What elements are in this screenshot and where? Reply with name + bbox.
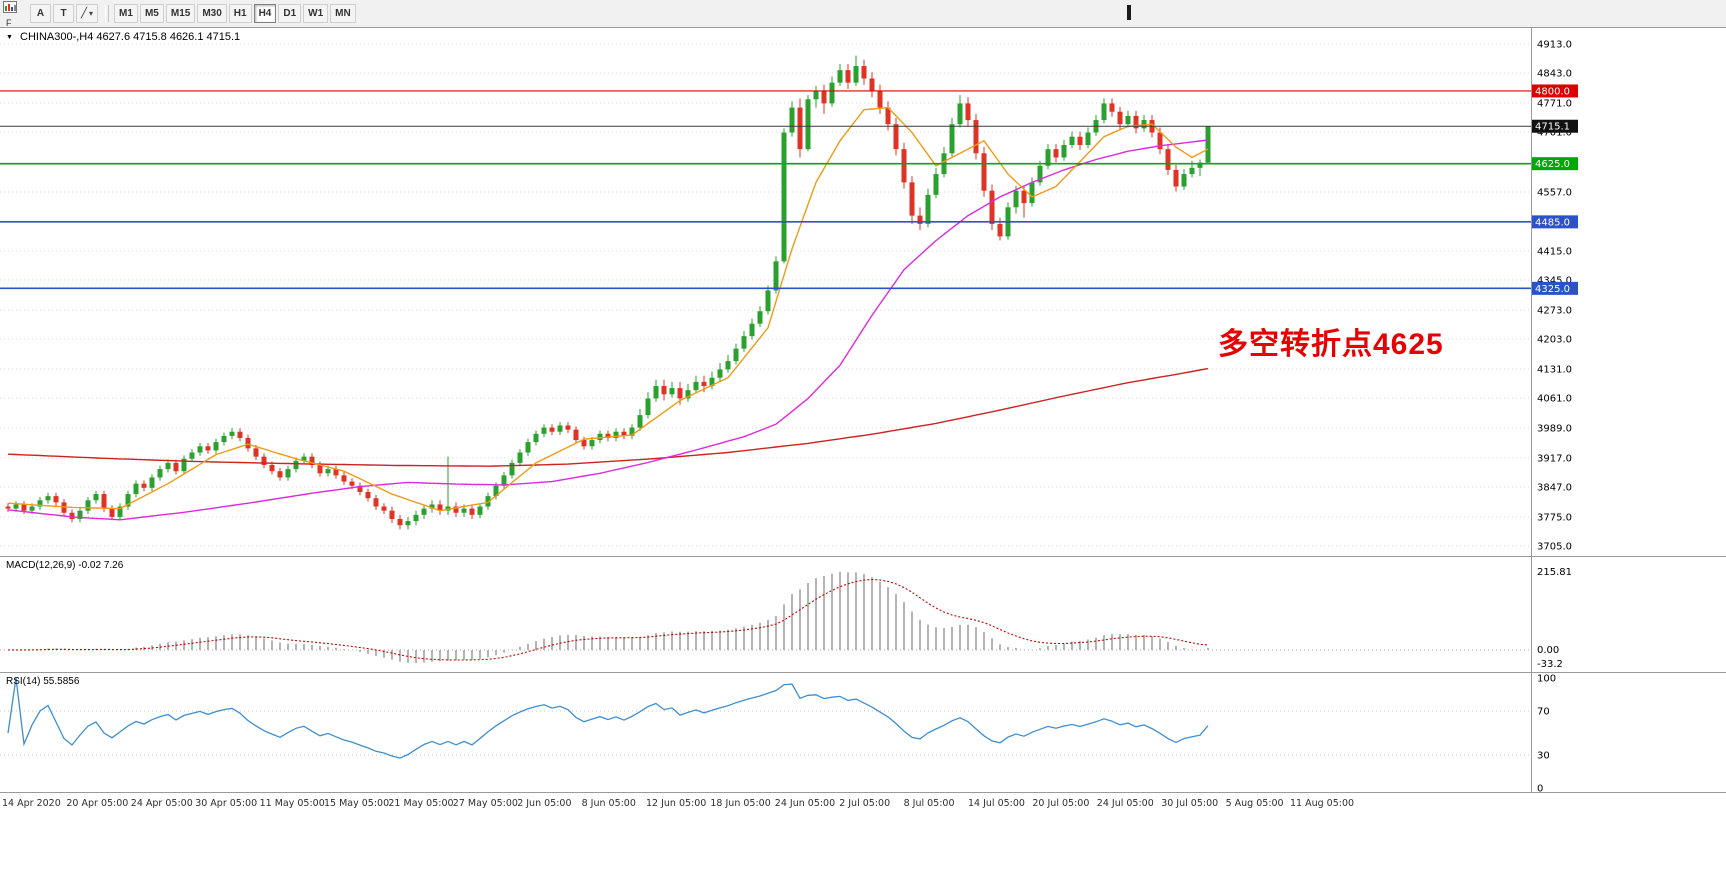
window-icon-stack: F [3, 1, 27, 28]
time-axis-label: 27 May 05:00 [453, 798, 518, 809]
chart-ohlc-values: 4627.6 4715.8 4626.1 4715.1 [96, 31, 241, 43]
macd-indicator-header: MACD(12,26,9) -0.02 7.26 [6, 560, 124, 571]
time-axis-label: 8 Jul 05:00 [904, 798, 955, 809]
time-axis-label: 5 Aug 05:00 [1226, 798, 1284, 809]
time-axis-label: 20 Jul 05:00 [1032, 798, 1089, 809]
time-axis-label: 24 Apr 05:00 [131, 798, 193, 809]
price-tag: 4625.0 [1535, 159, 1570, 170]
time-axis-label: 18 Jun 05:00 [710, 798, 770, 809]
type-tool-button[interactable]: T [53, 4, 74, 23]
price-tag: 4485.0 [1535, 217, 1570, 228]
time-axis: 14 Apr 2020 20 Apr 05:00 24 Apr 05:00 30 Ap… [2, 798, 1354, 809]
chevron-down-icon: ▾ [89, 9, 94, 18]
chart-window-icon[interactable] [3, 1, 27, 13]
timeframe-group: M1 M5 M15 M30 H1 H4 D1 W1 MN [114, 4, 358, 23]
time-axis-label: 21 May 05:00 [388, 798, 453, 809]
price-axis-label: 3917.0 [1537, 453, 1572, 464]
rsi-axis-label: 70 [1537, 707, 1550, 718]
horizontal-lines [0, 90, 1531, 290]
rsi-line [7, 677, 1209, 759]
timeframe-button-w1[interactable]: W1 [303, 4, 329, 23]
price-axis-label: 3989.0 [1537, 423, 1572, 434]
price-axis-label: 4131.0 [1537, 364, 1572, 375]
time-axis-label: 24 Jun 05:00 [775, 798, 835, 809]
price-axis-label: 4701.0 [1537, 128, 1572, 139]
price-axis: 4913.0 4843.0 4771.0 4701.0 4625.0 4557.0 4485… [1537, 40, 1572, 553]
ma-line-slow [7, 367, 1209, 467]
rsi-axis-label: 30 [1537, 751, 1550, 762]
panel-separators [0, 27, 1726, 793]
draw-tool-button[interactable]: ╱ ▾ [76, 4, 99, 23]
chart-symbol-period: CHINA300-,H4 [20, 31, 94, 43]
time-axis-label: 14 Jul 05:00 [968, 798, 1025, 809]
time-axis-label: 8 Jun 05:00 [582, 798, 636, 809]
toolbar-marker [1127, 5, 1131, 20]
timeframe-button-h1[interactable]: H1 [228, 4, 252, 23]
toolbar-grip [105, 5, 110, 22]
macd-axis-label: 215.81 [1537, 567, 1572, 578]
time-axis-label: 2 Jun 05:00 [517, 798, 571, 809]
timeframe-button-m15[interactable]: M15 [165, 4, 196, 23]
toolbar: F A T ╱ ▾ M1 M5 M15 M30 H1 H4 D1 W1 MN [0, 0, 1726, 28]
macd-signal-line [7, 578, 1209, 661]
time-axis-label: 2 Jul 05:00 [839, 798, 890, 809]
chart-header: ▼ CHINA300-,H4 4627.6 4715.8 4626.1 4715… [6, 31, 240, 43]
timeframe-button-m30[interactable]: M30 [197, 4, 227, 23]
macd-axis-label: 0.00 [1537, 645, 1559, 656]
collapse-triangle-icon[interactable]: ▼ [6, 34, 13, 41]
timeframe-button-d1[interactable]: D1 [278, 4, 302, 23]
price-axis-label: 3705.0 [1537, 542, 1572, 553]
rsi-axis-label: 100 [1537, 674, 1556, 685]
time-axis-label: 12 Jun 05:00 [646, 798, 706, 809]
chart-annotation-text: 多空转折点4625 [1218, 328, 1444, 361]
moving-averages [7, 106, 1209, 521]
price-axis-label: 4203.0 [1537, 335, 1572, 346]
price-tag: 4800.0 [1535, 86, 1570, 97]
price-axis-label: 3847.0 [1537, 482, 1572, 493]
macd-panel: 215.81 0.00 -33.2 [0, 567, 1572, 670]
time-axis-label: 30 Jul 05:00 [1161, 798, 1218, 809]
time-axis-label: 11 May 05:00 [260, 798, 325, 809]
line-tool-icon: ╱ [81, 8, 88, 19]
price-axis-label: 4843.0 [1537, 69, 1572, 80]
rsi-axis-label: 0 [1537, 784, 1543, 795]
price-axis-label: 4557.0 [1537, 187, 1572, 198]
timeframe-button-m5[interactable]: M5 [139, 4, 164, 23]
price-tag: 4325.0 [1535, 284, 1570, 295]
time-axis-label: 30 Apr 05:00 [195, 798, 257, 809]
price-tag: 4715.1 [1535, 122, 1570, 133]
price-axis-label: 4345.0 [1537, 276, 1572, 287]
price-axis-label: 4415.0 [1537, 246, 1572, 257]
time-axis-label: 11 Aug 05:00 [1290, 798, 1354, 809]
timeframe-button-mn[interactable]: MN [330, 4, 356, 23]
timeframe-button-h4[interactable]: H4 [253, 4, 277, 23]
time-axis-label: 14 Apr 2020 [2, 798, 61, 809]
ma-line-fast [7, 106, 1209, 512]
timeframe-button-m1[interactable]: M1 [114, 4, 138, 23]
time-axis-label: 15 May 05:00 [324, 798, 389, 809]
macd-axis-label: -33.2 [1537, 659, 1563, 670]
toolbar-f-label: F [6, 18, 12, 28]
price-axis-label: 4771.0 [1537, 99, 1572, 110]
time-axis-label: 20 Apr 05:00 [66, 798, 128, 809]
time-axis-label: 24 Jul 05:00 [1097, 798, 1154, 809]
rsi-panel: 100 70 30 0 [0, 674, 1556, 795]
price-axis-label: 3775.0 [1537, 512, 1572, 523]
ma-line-mid [7, 139, 1209, 521]
price-tags: 4800.0 4625.0 4485.0 4325.0 4715.1 [1532, 84, 1578, 295]
price-axis-label: 4061.0 [1537, 394, 1572, 405]
price-axis-label: 4273.0 [1537, 305, 1572, 316]
price-axis-label: 4913.0 [1537, 40, 1572, 51]
text-tool-button[interactable]: A [30, 4, 51, 23]
rsi-indicator-header: RSI(14) 55.5856 [6, 676, 80, 687]
